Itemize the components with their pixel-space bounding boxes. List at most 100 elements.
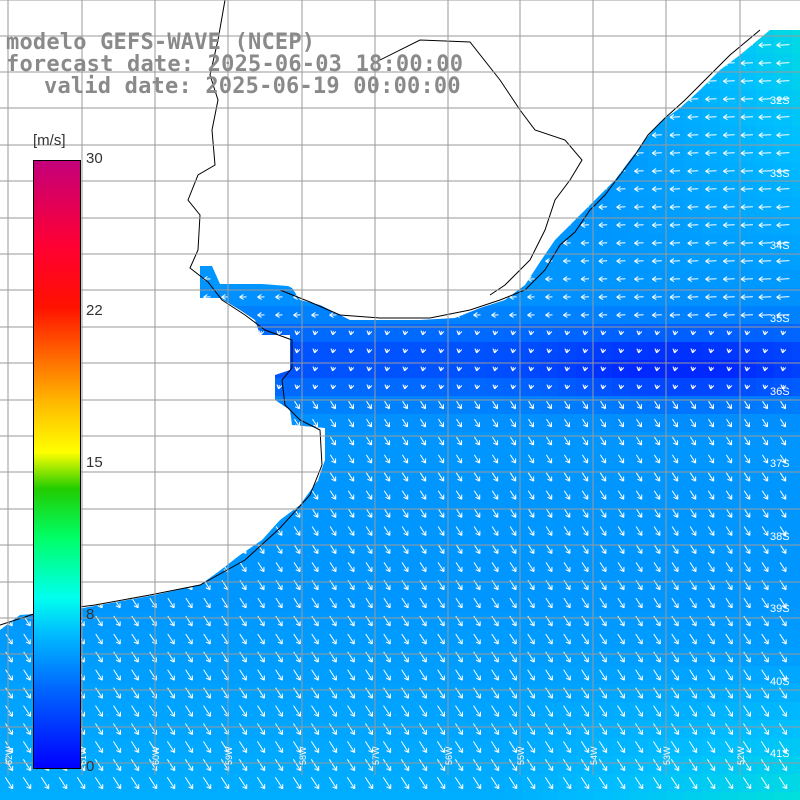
wind-arrow <box>456 24 463 29</box>
wind-arrow <box>689 562 697 573</box>
speed-cell <box>522 234 541 253</box>
speed-cell <box>414 0 433 19</box>
longitude-label: 54W <box>589 746 599 765</box>
wind-arrow <box>257 168 265 174</box>
wind-arrow <box>41 114 49 120</box>
forecast-date: forecast date: 2025-06-03 18:00:00 <box>6 52 464 77</box>
latitude-label: 34S <box>770 240 790 252</box>
wind-arrow <box>491 150 499 156</box>
wind-arrow <box>5 132 13 138</box>
wind-arrow <box>257 312 265 318</box>
speed-cell <box>486 162 505 181</box>
wind-arrow <box>94 759 104 772</box>
speed-cell <box>414 144 433 163</box>
wind-arrow <box>580 114 589 120</box>
speed-cell <box>90 270 109 289</box>
wind-arrow <box>635 562 643 573</box>
wind-arrow <box>347 490 355 500</box>
wind-arrow <box>365 222 373 228</box>
wind-arrow <box>384 348 391 354</box>
wind-arrow <box>257 669 265 681</box>
wind-arrow <box>508 741 518 754</box>
wind-arrow <box>509 150 517 156</box>
wind-arrow <box>617 723 626 735</box>
latitude-label: 33S <box>770 168 790 180</box>
wind-arrow <box>455 687 463 699</box>
wind-arrow <box>598 150 608 156</box>
wind-arrow <box>167 687 175 699</box>
wind-arrow <box>509 723 518 735</box>
wind-arrow <box>527 633 535 645</box>
wind-arrow <box>636 366 643 372</box>
wind-arrow <box>776 78 790 85</box>
wind-arrow <box>186 366 193 372</box>
wind-arrow <box>329 490 337 500</box>
speed-cell <box>126 180 145 199</box>
speed-cell <box>108 108 127 127</box>
speed-cell <box>90 108 109 127</box>
wind-arrow <box>185 508 193 518</box>
wind-arrow <box>365 633 373 645</box>
speed-cell <box>162 180 181 199</box>
speed-cell <box>216 522 235 541</box>
wind-arrow <box>186 330 193 336</box>
wind-arrow <box>725 526 733 536</box>
speed-cell <box>0 486 19 505</box>
speed-cell <box>306 792 325 800</box>
speed-cell <box>198 558 217 577</box>
wind-arrow <box>580 258 589 264</box>
wind-arrow <box>616 204 626 210</box>
wind-arrow <box>257 723 266 735</box>
wind-arrow <box>274 776 284 790</box>
wind-arrow <box>722 204 735 211</box>
wind-arrow <box>5 186 13 192</box>
wind-arrow <box>311 186 319 192</box>
wind-arrow <box>293 240 301 246</box>
wind-arrow <box>671 669 679 681</box>
wind-arrow <box>256 776 266 790</box>
wind-arrow <box>419 312 427 318</box>
wind-arrow <box>581 436 589 446</box>
wind-arrow <box>456 418 463 428</box>
wind-arrow <box>491 436 499 446</box>
wind-arrow <box>651 312 662 318</box>
wind-arrow <box>708 348 715 354</box>
wind-arrow <box>438 400 444 410</box>
coastline <box>0 0 761 626</box>
speed-cell <box>0 0 19 19</box>
wind-arrow <box>634 168 644 174</box>
wind-arrow <box>509 562 517 573</box>
wind-arrow <box>509 186 517 192</box>
wind-arrow <box>366 400 372 410</box>
wind-arrow <box>545 186 553 192</box>
wind-arrow <box>758 258 772 265</box>
wind-arrow <box>95 723 104 735</box>
speed-cell <box>378 126 397 145</box>
wind-arrow <box>722 96 735 103</box>
wind-arrow <box>5 436 13 446</box>
wind-arrow <box>186 384 193 390</box>
wind-arrow <box>776 150 790 157</box>
speed-cell <box>108 198 127 217</box>
speed-cell <box>126 504 145 523</box>
speed-cell <box>108 450 127 469</box>
wind-arrow <box>113 276 121 282</box>
wind-arrow <box>474 366 481 372</box>
wind-arrow <box>239 294 247 300</box>
wind-arrow <box>239 597 247 609</box>
speed-cell <box>288 252 307 271</box>
wind-arrow <box>563 454 571 464</box>
speed-cell <box>216 504 235 523</box>
wind-arrow <box>221 258 229 264</box>
wind-arrow <box>689 454 697 464</box>
wind-arrow <box>419 114 427 120</box>
wind-arrow <box>563 168 571 174</box>
wind-arrow <box>383 204 391 210</box>
wind-arrow <box>383 42 391 48</box>
wind-arrow <box>599 723 608 735</box>
wind-arrow <box>113 312 121 318</box>
wind-arrow <box>492 366 499 372</box>
wind-arrow <box>527 544 535 555</box>
speed-cell <box>252 396 271 415</box>
speed-cell <box>288 108 307 127</box>
